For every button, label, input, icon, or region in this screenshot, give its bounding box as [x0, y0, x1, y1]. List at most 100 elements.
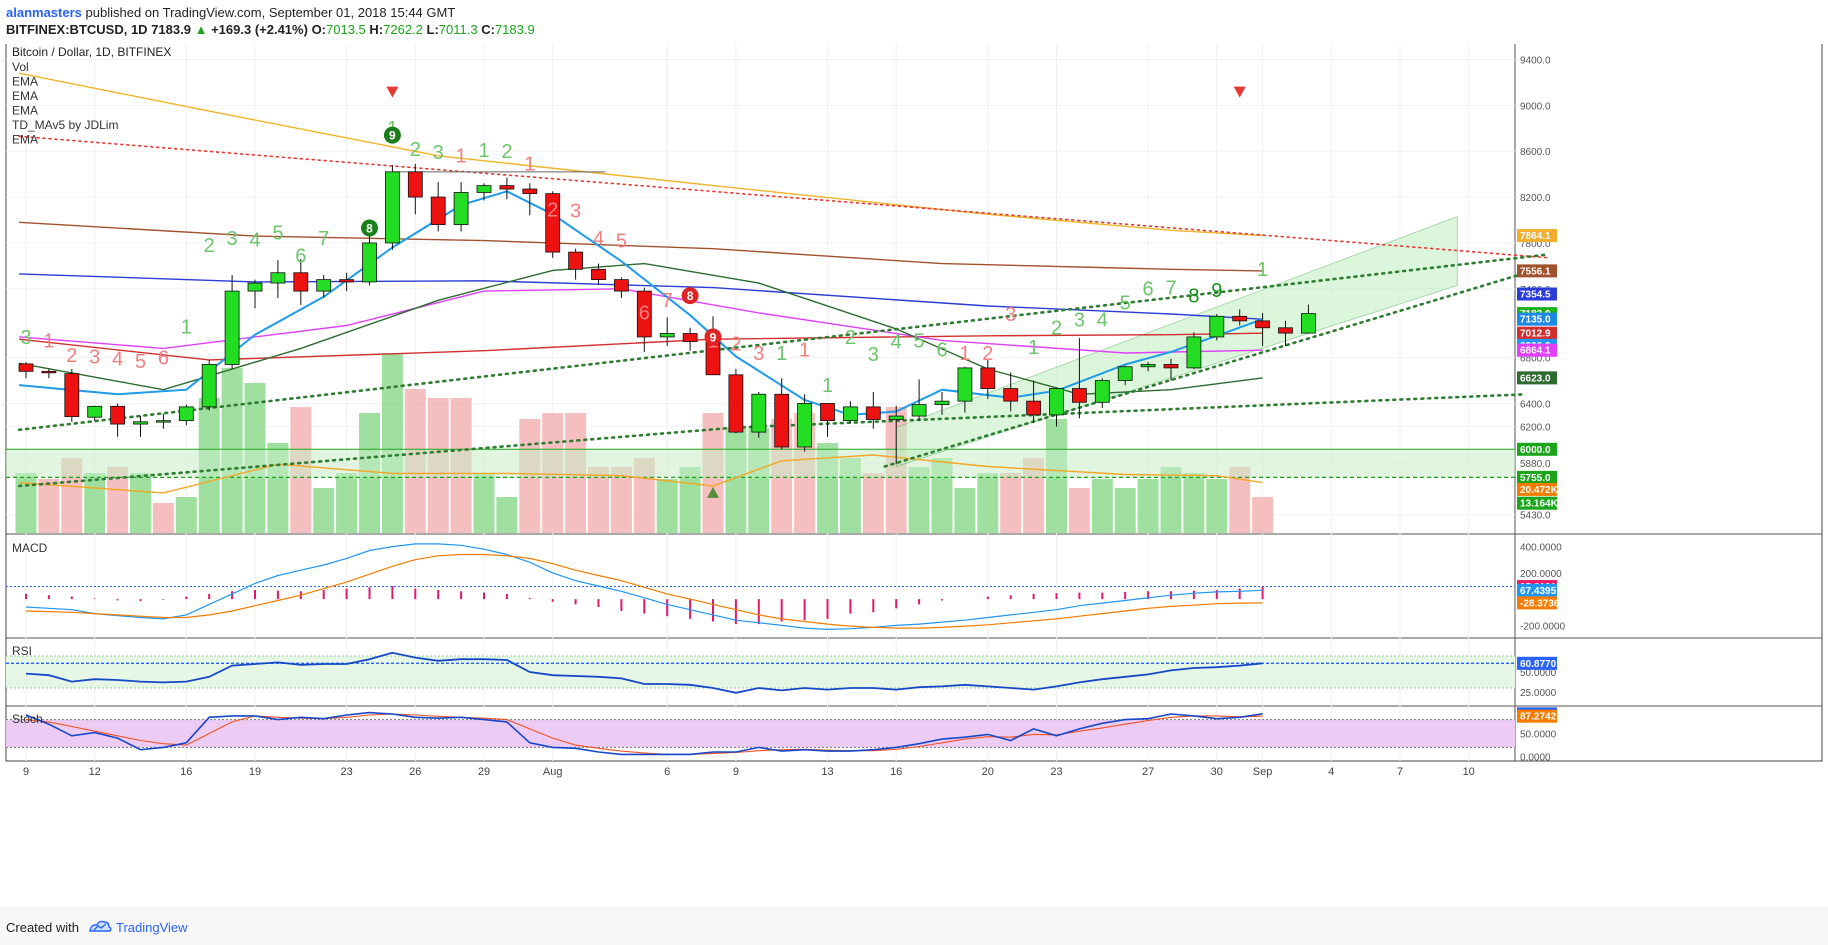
- candle-up: [957, 367, 973, 402]
- volume-bar-down: [38, 479, 60, 533]
- stoch-band: [6, 719, 1515, 748]
- time-tick-label: 19: [249, 766, 261, 778]
- time-tick-label: 20: [982, 766, 994, 778]
- last-price: 7183.9: [151, 22, 191, 37]
- volume-bar-up: [130, 473, 151, 533]
- price-badge: [1517, 470, 1557, 484]
- price-badge: [1517, 326, 1557, 340]
- td-count-label: 2: [730, 334, 741, 356]
- volume-bar-down: [1252, 497, 1274, 533]
- td-count-label: 7: [1165, 278, 1176, 300]
- candle-down: [1026, 400, 1041, 416]
- candle-up: [87, 405, 103, 418]
- candle-down: [1072, 388, 1087, 403]
- candle-down: [545, 193, 561, 253]
- candle-down: [110, 405, 125, 425]
- time-tick-label: 27: [1142, 766, 1154, 778]
- price-badge: [1517, 287, 1557, 301]
- volume-bar-up: [336, 473, 358, 533]
- candle-down: [1255, 320, 1270, 329]
- price-badge-label: 7354.5: [1520, 290, 1551, 301]
- price-tick-label: 6800.0: [1520, 354, 1551, 365]
- candle-down: [339, 279, 355, 283]
- trading-chart[interactable]: 3123456123456712311212345671231112345612…: [0, 44, 1828, 907]
- price-tick-label: 5430.0: [1520, 511, 1551, 522]
- volume-bar-up: [1137, 479, 1159, 533]
- time-tick-label: 9: [733, 766, 739, 778]
- macd-badge-label: -28.3736: [1520, 598, 1560, 609]
- volume-bar-up: [15, 473, 37, 533]
- td-count-label: 3: [868, 344, 879, 366]
- candle-down: [636, 290, 652, 338]
- chart-title: Bitcoin / Dollar, 1D, BITFINEX: [12, 45, 171, 59]
- time-tick-label: 6: [664, 766, 670, 778]
- price-badge-label: 6864.1: [1520, 346, 1551, 357]
- td-count-label: 6: [158, 347, 169, 369]
- td-count-circle-label: 9: [710, 330, 717, 344]
- td-count-label: 2: [845, 327, 856, 349]
- candle-down: [18, 363, 34, 372]
- candle-up: [888, 415, 904, 420]
- candle-up: [911, 404, 927, 417]
- candle-down: [774, 393, 790, 448]
- rsi-band: [6, 656, 1515, 688]
- price-badge-label: 5755.0: [1520, 473, 1551, 484]
- volume-bar-up: [381, 353, 403, 533]
- author-link[interactable]: alanmasters: [6, 5, 82, 20]
- volume-bar-up: [1114, 488, 1136, 533]
- chart-frame: [5, 44, 1823, 762]
- rsi-line: [25, 651, 1263, 694]
- td-count-label: 3: [1074, 310, 1085, 332]
- macd-badge: [1517, 583, 1557, 597]
- time-tick-label: 4: [1328, 766, 1334, 778]
- symbol-line: BITFINEX:BTCUSD, 1D 7183.9 ▲ +169.3 (+2.…: [6, 22, 535, 37]
- candle-down: [499, 185, 515, 190]
- price-badge: [1517, 312, 1557, 326]
- macd-label: MACD: [12, 541, 48, 555]
- candle-up: [1094, 380, 1110, 403]
- candle-down: [728, 374, 744, 433]
- td-count-label: 1: [524, 154, 535, 176]
- td-count-label: 3: [89, 346, 100, 368]
- time-tick-label: 26: [409, 766, 421, 778]
- low-label: L:: [426, 22, 439, 37]
- td-count-circle-label: 8: [366, 222, 373, 236]
- candle-up: [659, 333, 675, 338]
- price-badge-label: 7135.0: [1520, 315, 1551, 326]
- macd-tick-label: 400.0000: [1520, 543, 1562, 554]
- price-tick-label: 9400.0: [1520, 55, 1551, 66]
- volume-bar-up: [175, 497, 197, 533]
- td-count-label: 1: [478, 140, 489, 162]
- candle-up: [1117, 366, 1133, 381]
- td-count-label: 4: [1097, 310, 1108, 332]
- td-count-label: 1: [822, 375, 833, 397]
- time-tick-label: 7: [1397, 766, 1403, 778]
- chart-footer: Created with TradingView: [0, 907, 1828, 945]
- candle-down: [1003, 388, 1019, 402]
- candle-down: [407, 171, 423, 198]
- candle-down: [522, 188, 538, 195]
- td-count-label: 2: [66, 345, 77, 367]
- price-badge: [1517, 264, 1557, 278]
- rsi-tick-label: 25.0000: [1520, 688, 1557, 699]
- low-value: 7011.3: [438, 22, 478, 37]
- rsi-tick-label: 50.0000: [1520, 668, 1557, 679]
- indicator-legend-item: EMA: [12, 89, 38, 103]
- volume-bar-up: [313, 488, 335, 533]
- candle-up: [270, 272, 286, 284]
- volume-bar-down: [152, 503, 174, 533]
- volume-bar-down: [610, 467, 632, 533]
- candle-down: [1163, 364, 1179, 369]
- macd-badge-label: 67.4395: [1520, 586, 1557, 597]
- volume-bar-down: [107, 467, 129, 533]
- td-count-circle-label: 8: [687, 289, 694, 303]
- candle-up: [797, 403, 812, 448]
- td-count-label: 2: [410, 139, 421, 161]
- indicator-legend-item: Vol: [12, 60, 29, 74]
- td-count-label: 6: [936, 339, 947, 361]
- tradingview-link[interactable]: TradingView: [116, 920, 188, 935]
- moving-average-line: [19, 221, 1263, 272]
- volume-bar-up: [656, 479, 678, 533]
- volume-bar-up: [954, 488, 976, 533]
- high-value: 7262.2: [383, 22, 423, 37]
